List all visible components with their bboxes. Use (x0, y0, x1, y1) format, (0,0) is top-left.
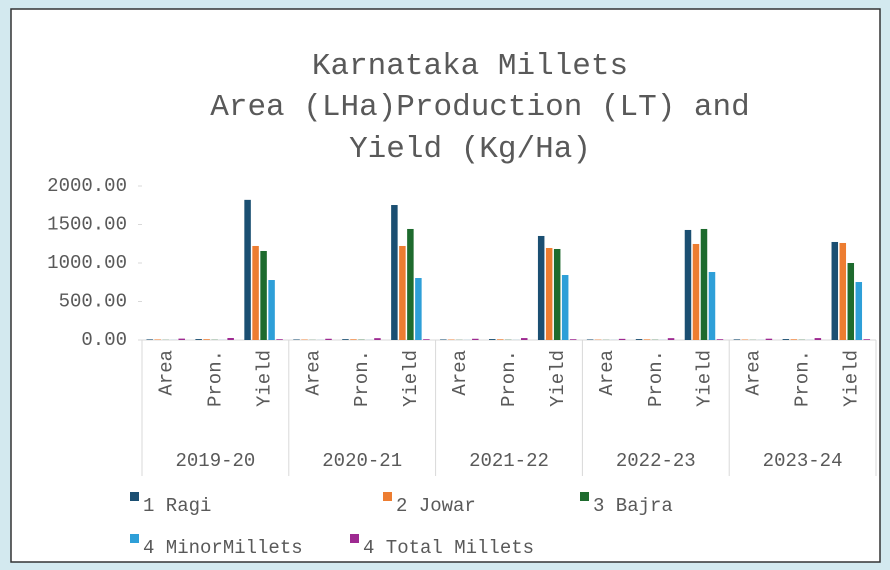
group-label: 2022-23 (616, 450, 696, 472)
x-tick-label: Pron. (498, 350, 520, 407)
y-tick-label: 500.00 (59, 291, 127, 313)
bar (708, 272, 716, 340)
chart-title: Karnataka Millets (312, 49, 628, 84)
bar (847, 263, 855, 340)
bar (790, 339, 798, 340)
bar (553, 248, 561, 340)
x-tick-label: Yield (400, 350, 422, 407)
bar (643, 339, 651, 340)
bar (855, 282, 863, 340)
bar (154, 339, 161, 340)
bar (814, 338, 822, 340)
group-label: 2020-21 (322, 450, 402, 472)
x-tick-label: Yield (694, 350, 716, 407)
legend-swatch (383, 492, 392, 501)
x-tick-label: Area (302, 350, 324, 396)
x-tick-label: Pron. (204, 350, 226, 407)
chart-title: Area (LHa)Production (LT) and (210, 90, 750, 125)
bar (561, 275, 569, 340)
group-label: 2021-22 (469, 450, 549, 472)
bar (350, 339, 357, 340)
bar (521, 338, 528, 340)
bar (700, 228, 708, 340)
legend-swatch (350, 534, 359, 543)
bar (227, 337, 234, 340)
group-label: 2023-24 (763, 450, 843, 472)
bar (831, 241, 839, 340)
legend-label: 1 Ragi (143, 495, 211, 517)
bar (839, 242, 847, 340)
y-tick-label: 1500.00 (47, 214, 127, 236)
bar (489, 339, 496, 340)
bar (260, 250, 267, 340)
bar (374, 338, 381, 340)
y-tick-label: 1000.00 (47, 252, 127, 274)
bar (293, 339, 300, 340)
bar (195, 339, 202, 340)
bar (423, 339, 430, 340)
x-tick-label: Pron. (645, 350, 667, 407)
x-tick-label: Area (743, 350, 765, 396)
bar (537, 235, 545, 340)
legend-label: 3 Bajra (593, 495, 673, 517)
bar (440, 339, 447, 340)
bar (569, 339, 577, 340)
bar (716, 339, 724, 340)
bar (391, 205, 398, 340)
x-tick-label: Pron. (351, 350, 373, 407)
bar (415, 278, 422, 340)
bar (635, 339, 643, 340)
bar (863, 339, 871, 340)
bar (618, 338, 626, 340)
bar (733, 339, 741, 340)
bar (203, 339, 210, 340)
legend-label: 4 Total Millets (363, 537, 534, 559)
y-tick-label: 2000.00 (47, 175, 127, 197)
bar (399, 245, 406, 340)
bar (692, 243, 700, 340)
bar (782, 339, 790, 340)
bar (545, 247, 553, 340)
x-tick-label: Area (596, 350, 618, 396)
bar (497, 339, 504, 340)
x-tick-label: Pron. (792, 350, 814, 407)
legend-label: 2 Jowar (396, 495, 476, 517)
bar (765, 338, 773, 340)
bar (342, 339, 349, 340)
x-tick-label: Area (449, 350, 471, 396)
x-tick-label: Area (155, 350, 177, 396)
x-tick-label: Yield (841, 350, 863, 407)
bar (178, 338, 185, 340)
group-label: 2019-20 (175, 450, 255, 472)
bar (146, 339, 153, 340)
chart-panel (10, 8, 881, 563)
legend-swatch (130, 534, 139, 543)
chart-title: Yield (Kg/Ha) (349, 132, 591, 167)
bar (244, 199, 251, 340)
bar (684, 229, 692, 340)
bar (325, 338, 332, 340)
bar (252, 245, 259, 340)
x-tick-label: Yield (547, 350, 569, 407)
legend-swatch (580, 492, 589, 501)
y-tick-label: 0.00 (81, 329, 127, 351)
x-tick-label: Yield (253, 350, 275, 407)
bar (586, 339, 594, 340)
bar (407, 228, 414, 340)
legend-label: 4 MinorMillets (143, 537, 303, 559)
bar (268, 280, 275, 340)
bar (276, 339, 283, 340)
bar (472, 338, 479, 340)
bar (667, 338, 675, 340)
legend-swatch (130, 492, 139, 501)
